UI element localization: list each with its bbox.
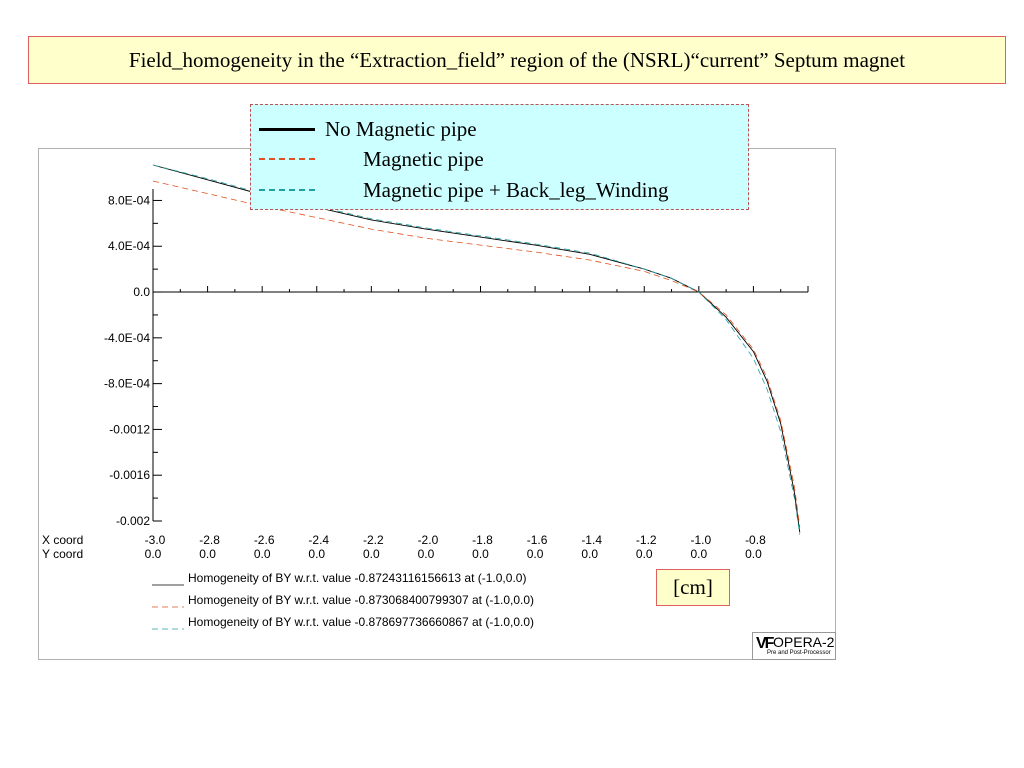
y-coord-tick-label: 0.0 <box>418 547 435 561</box>
footer-legend-label: Homogeneity of BY w.r.t. value -0.873068… <box>188 593 534 607</box>
x-tick-label: -0.8 <box>745 533 766 547</box>
y-coord-tick-label: 0.0 <box>636 547 653 561</box>
chart-footer-legend: Homogeneity of BY w.r.t. value -0.872431… <box>152 571 534 630</box>
x-tick-label: -1.2 <box>636 533 657 547</box>
legend-label: Magnetic pipe + Back_leg_Winding <box>363 177 669 202</box>
x-tick-label: -2.4 <box>308 533 329 547</box>
legend-swatch <box>259 189 315 191</box>
logo-name: OPERA-2 <box>773 634 835 650</box>
legend-item-no-magnetic-pipe: No Magnetic pipe <box>259 115 477 143</box>
y-coord-tick-label: 0.0 <box>363 547 380 561</box>
y-coord-tick-label: 0.0 <box>472 547 489 561</box>
footer-legend-label: Homogeneity of BY w.r.t. value -0.872431… <box>188 571 526 585</box>
x-tick-label: -2.2 <box>363 533 384 547</box>
y-tick-label: -8.0E-04 <box>104 377 150 391</box>
legend-item-magnetic-pipe: Magnetic pipe <box>259 145 484 173</box>
y-coord-tick-label: 0.0 <box>145 547 162 561</box>
legend-label: Magnetic pipe <box>363 146 484 171</box>
y-coord-tick-label: 0.0 <box>527 547 544 561</box>
y-coord-tick-label: 0.0 <box>199 547 216 561</box>
axes-layer: 8.0E-04 4.0E-04 0.0 -4.0E-04 -8.0E-04 -0.0012… <box>42 189 809 561</box>
y-coord-tick-label: 0.0 <box>581 547 598 561</box>
x-tick-label: -1.8 <box>472 533 493 547</box>
y-tick-label: -0.002 <box>116 514 150 528</box>
x-tick-label: -1.6 <box>527 533 548 547</box>
coord-row-label: X coord <box>42 533 83 547</box>
y-tick-label: 4.0E-04 <box>108 239 150 253</box>
series-line <box>152 180 801 527</box>
y-tick-label: 8.0E-04 <box>108 193 150 207</box>
series-layer <box>152 164 801 535</box>
legend-item-magnetic-pipe-back-leg: Magnetic pipe + Back_leg_Winding <box>259 176 669 204</box>
logo-subtitle: Pre and Post-Processor <box>767 650 831 656</box>
y-tick-label: -0.0012 <box>109 422 150 436</box>
y-tick-label: -0.0016 <box>109 468 150 482</box>
y-coord-tick-label: 0.0 <box>690 547 707 561</box>
legend-box: No Magnetic pipe Magnetic pipe Magnetic … <box>250 104 749 210</box>
series-line <box>152 164 801 535</box>
x-tick-label: -3.0 <box>145 533 166 547</box>
slide-title: Field_homogeneity in the “Extraction_fie… <box>28 36 1006 84</box>
y-coord-tick-label: 0.0 <box>254 547 271 561</box>
x-tick-label: -2.6 <box>254 533 275 547</box>
vf-logo-icon: VF <box>756 635 775 652</box>
legend-swatch <box>259 127 315 131</box>
series-line <box>152 164 801 533</box>
y-tick-label: -4.0E-04 <box>104 331 150 345</box>
x-tick-label: -2.0 <box>418 533 439 547</box>
x-tick-label: -1.4 <box>581 533 602 547</box>
unit-label: [cm] <box>656 569 730 606</box>
y-coord-tick-label: 0.0 <box>308 547 325 561</box>
coord-row-label: Y coord <box>42 547 83 561</box>
x-tick-label: -1.0 <box>690 533 711 547</box>
footer-legend-label: Homogeneity of BY w.r.t. value -0.878697… <box>188 615 534 629</box>
legend-label: No Magnetic pipe <box>325 116 477 141</box>
y-coord-tick-label: 0.0 <box>745 547 762 561</box>
legend-swatch <box>259 158 315 160</box>
y-tick-label: 0.0 <box>133 285 150 299</box>
x-tick-label: -2.8 <box>199 533 220 547</box>
opera-logo: VF OPERA-2 Pre and Post-Processor <box>752 632 836 660</box>
